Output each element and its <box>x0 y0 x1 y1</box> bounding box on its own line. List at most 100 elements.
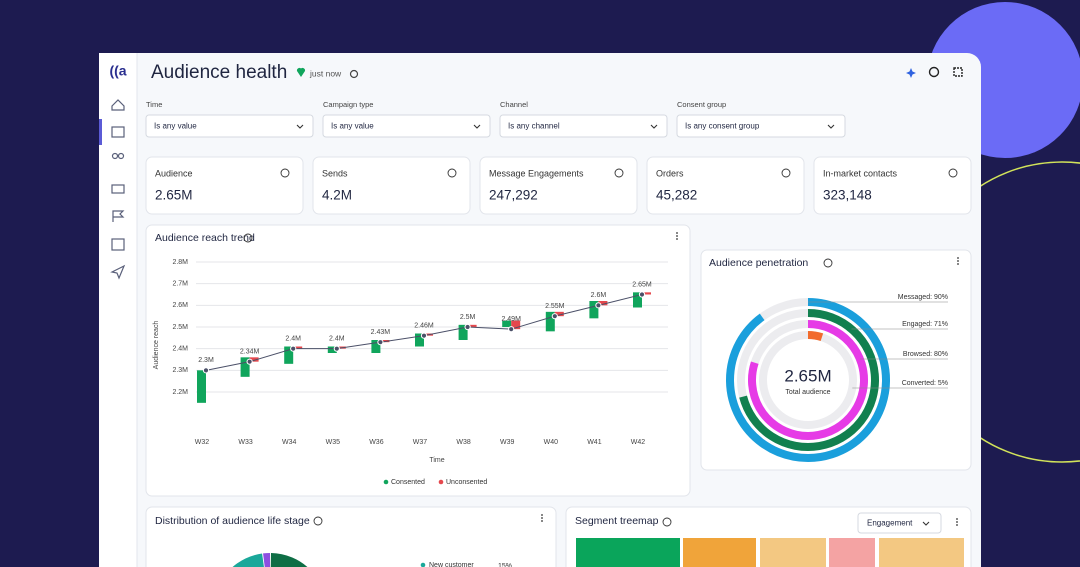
legend-swatch <box>420 562 426 567</box>
unconsented-bar <box>511 320 521 330</box>
consented-bar <box>240 357 250 377</box>
data-label: 2.6M <box>591 292 607 299</box>
filter-dropdown[interactable] <box>499 114 668 138</box>
unconsented-bar <box>249 357 259 362</box>
kpi-value: 2.65M <box>155 188 193 203</box>
total-point <box>202 367 210 374</box>
ai-button[interactable] <box>906 68 916 78</box>
ring-arc <box>807 330 824 342</box>
consented-bar <box>327 346 337 353</box>
kpi-label: Orders <box>656 168 684 178</box>
info-icon[interactable] <box>662 517 672 527</box>
ring-label: Messaged: 90% <box>898 294 948 301</box>
total-point <box>377 339 384 346</box>
info-icon[interactable] <box>447 168 457 178</box>
x-tick-label: W39 <box>500 439 515 446</box>
legend-swatch <box>383 479 389 485</box>
profile[interactable] <box>928 66 940 78</box>
menu-dot[interactable] <box>956 518 958 520</box>
menu-dot[interactable] <box>956 524 958 526</box>
filter-dropdown[interactable] <box>676 114 846 138</box>
unconsented-bar <box>642 292 651 295</box>
chevron <box>922 521 930 526</box>
treemap-selector[interactable] <box>857 512 942 534</box>
menu-dot[interactable] <box>676 235 678 237</box>
kpi-label: Sends <box>322 168 348 178</box>
menu-dot[interactable] <box>676 232 678 234</box>
nav-dashboard[interactable] <box>111 126 125 138</box>
menu-dot[interactable] <box>956 521 958 523</box>
legend-label[interactable]: Consented <box>391 479 425 486</box>
chevron <box>827 124 835 129</box>
data-label: 2.65M <box>632 281 652 288</box>
selector-value: Engagement <box>867 519 913 528</box>
logo[interactable]: ((a <box>109 63 126 79</box>
legend-swatch <box>438 479 444 485</box>
filter-label: Campaign type <box>323 100 373 109</box>
info-icon[interactable] <box>781 168 791 178</box>
menu-dot[interactable] <box>957 257 959 259</box>
filter-dropdown[interactable] <box>322 114 491 138</box>
kpi-card <box>312 156 471 215</box>
center-label: Total audience <box>785 389 830 396</box>
y-tick-label: 2.7M <box>172 281 188 288</box>
menu-dot[interactable] <box>957 260 959 262</box>
nav-shop[interactable] <box>111 184 125 194</box>
filter-label: Time <box>146 100 162 109</box>
data-label: 2.34M <box>240 349 260 356</box>
y-tick-label: 2.4M <box>172 346 188 353</box>
menu-dot[interactable] <box>541 520 543 522</box>
info-icon[interactable] <box>313 516 323 526</box>
consented-bar <box>502 320 512 327</box>
ring-label: Converted: 5% <box>902 380 948 387</box>
data-label: 2.5M <box>460 314 476 321</box>
x-tick-label: W37 <box>413 439 428 446</box>
filter-value: Is any value <box>331 122 374 131</box>
kpi-value: 45,282 <box>656 188 697 203</box>
nav-save[interactable] <box>111 238 125 251</box>
nav-flag[interactable] <box>112 210 125 222</box>
filter-dropdown[interactable] <box>145 114 314 138</box>
total-point <box>551 313 558 320</box>
nav-active <box>99 119 102 145</box>
unconsented-bar <box>293 346 303 349</box>
menu-dot[interactable] <box>541 517 543 519</box>
menu-dot[interactable] <box>541 514 543 516</box>
nav-audience[interactable] <box>111 152 119 160</box>
consented-bar <box>371 340 381 353</box>
filter-value: Is any channel <box>508 122 560 131</box>
nav-home[interactable] <box>111 99 125 111</box>
menu-dot[interactable] <box>676 238 678 240</box>
unconsented-bar <box>467 324 477 327</box>
consented-bar <box>589 301 599 319</box>
total-point <box>246 358 253 365</box>
x-tick-label: W42 <box>631 439 646 446</box>
kpi-label: Message Engagements <box>489 168 584 178</box>
life-stage-card <box>145 506 557 567</box>
info-icon[interactable] <box>823 258 833 268</box>
x-tick-label: W40 <box>544 439 559 446</box>
refresh[interactable] <box>349 69 359 79</box>
ring-arc <box>726 298 890 462</box>
info-icon[interactable] <box>948 168 958 178</box>
data-label: 2.46M <box>414 323 434 330</box>
info-icon[interactable] <box>614 168 624 178</box>
page-title: Audience health <box>151 62 287 83</box>
info-icon[interactable] <box>243 233 253 243</box>
ring-arc <box>748 320 868 440</box>
y-tick-label: 2.2M <box>172 389 188 396</box>
apps[interactable] <box>953 67 963 77</box>
x-axis-label: Time <box>429 457 444 464</box>
info-icon[interactable] <box>280 168 290 178</box>
nav-send[interactable] <box>110 264 126 280</box>
total-point <box>638 291 646 298</box>
total-point <box>290 345 297 352</box>
legend-label[interactable]: Unconsented <box>446 479 487 486</box>
kpi-card <box>479 156 638 215</box>
treemap-tile <box>683 538 756 567</box>
menu-dot[interactable] <box>957 263 959 265</box>
legend-label: New customer <box>429 562 474 567</box>
sidebar-icons <box>110 99 126 280</box>
ring-label: Engaged: 71% <box>902 321 948 328</box>
ring-arc <box>739 309 879 451</box>
